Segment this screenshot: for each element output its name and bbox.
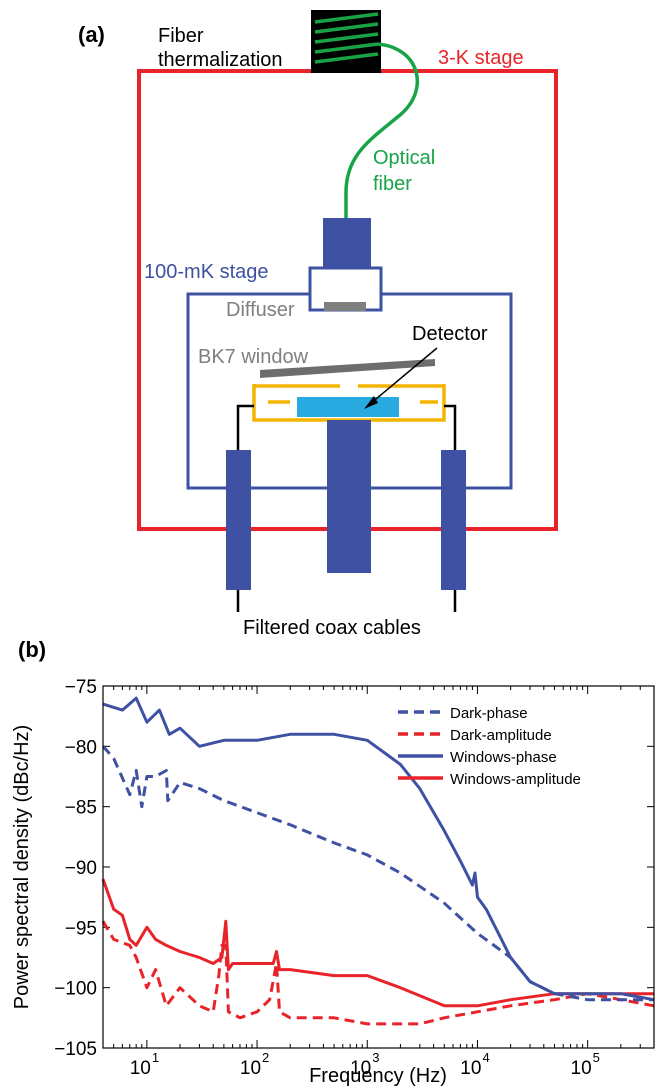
x-tick-label: 104 <box>460 1050 489 1079</box>
tick-layer <box>102 685 655 1049</box>
y-tick-label: −80 <box>65 737 97 758</box>
plot-frame <box>102 685 655 1049</box>
series-line-dark-amplitude <box>101 920 655 1026</box>
detector-arrowhead <box>364 396 378 409</box>
y-axis-label: Power spectral density (dBc/Hz) <box>11 725 33 1010</box>
fiber-coil <box>314 12 379 64</box>
series-line-windows-phase <box>102 696 655 1002</box>
optical-fiber-label-line2: fiber <box>373 173 412 195</box>
legend-entry: Windows-amplitude <box>398 771 581 788</box>
legend-entry: Windows-phase <box>398 749 557 766</box>
optical-fiber-label-line1: Optical <box>373 147 435 169</box>
right-post <box>441 450 466 590</box>
x-tick-exponent: 3 <box>372 1050 379 1065</box>
panel-a: (a) 3-K stage 100-mK stage Fiber thermal… <box>78 10 558 639</box>
bk7-window-label: BK7 window <box>198 346 309 368</box>
x-tick-base: 10 <box>571 1058 592 1079</box>
x-tick-exponent: 2 <box>262 1050 269 1065</box>
detector-arrow <box>369 347 438 405</box>
series-layer <box>101 696 655 1026</box>
x-tick-exponent: 5 <box>593 1050 600 1065</box>
y-tick-label: −85 <box>65 798 97 819</box>
y-tick-labels: −75 −80 −85 −90 −95 −100 −105 <box>54 677 97 1060</box>
plot-area <box>103 686 654 1048</box>
x-tick-base: 10 <box>240 1058 261 1079</box>
stage-3k-label: 3-K stage <box>438 47 524 69</box>
y-tick-label: −95 <box>65 918 97 939</box>
series-line-windows-amplitude <box>101 878 654 1008</box>
y-tick-label: −100 <box>54 979 97 1000</box>
x-tick-base: 10 <box>460 1058 481 1079</box>
x-tick-label: 102 <box>240 1050 269 1079</box>
left-post <box>226 450 251 590</box>
fiber-thermalization-line1: Fiber <box>158 25 204 47</box>
detector <box>297 397 399 417</box>
legend-label: Dark-phase <box>450 705 528 722</box>
fiber-thermalization-line2: thermalization <box>158 49 283 71</box>
x-axis-label: Frequency (Hz) <box>309 1065 447 1087</box>
legend-entry: Dark-amplitude <box>398 727 552 744</box>
legend: Dark-phase Dark-amplitude Windows-phase Win… <box>398 705 581 788</box>
diffuser <box>324 302 366 311</box>
x-tick-base: 10 <box>350 1058 371 1079</box>
coax-label: Filtered coax cables <box>243 617 421 639</box>
panel-a-label: (a) <box>78 22 105 47</box>
optical-fiber <box>344 42 419 282</box>
y-tick-label: −75 <box>65 677 97 698</box>
fiber-holder-post <box>323 218 371 268</box>
bk7-window <box>260 359 435 378</box>
panel-b: (b) −75−80−85−90−95−100−105 101102103104… <box>11 637 655 1087</box>
y-tick-label: −90 <box>65 858 97 879</box>
y-tick-label: −105 <box>54 1039 97 1060</box>
legend-label: Windows-phase <box>450 749 557 766</box>
legend-label: Dark-amplitude <box>450 727 552 744</box>
x-tick-exponent: 1 <box>152 1050 159 1065</box>
diffuser-label: Diffuser <box>226 299 295 321</box>
center-post <box>327 420 371 573</box>
legend-label: Windows-amplitude <box>450 771 581 788</box>
legend-entry: Dark-phase <box>398 705 528 722</box>
x-tick-label: 105 <box>571 1050 600 1079</box>
x-tick-label: 103 <box>350 1050 379 1079</box>
stage-100mk-label: 100-mK stage <box>144 261 269 283</box>
panel-b-label: (b) <box>18 637 46 662</box>
x-tick-label: 101 <box>130 1050 159 1079</box>
x-tick-exponent: 4 <box>482 1050 489 1065</box>
x-tick-base: 10 <box>130 1058 151 1079</box>
detector-label: Detector <box>412 323 488 345</box>
